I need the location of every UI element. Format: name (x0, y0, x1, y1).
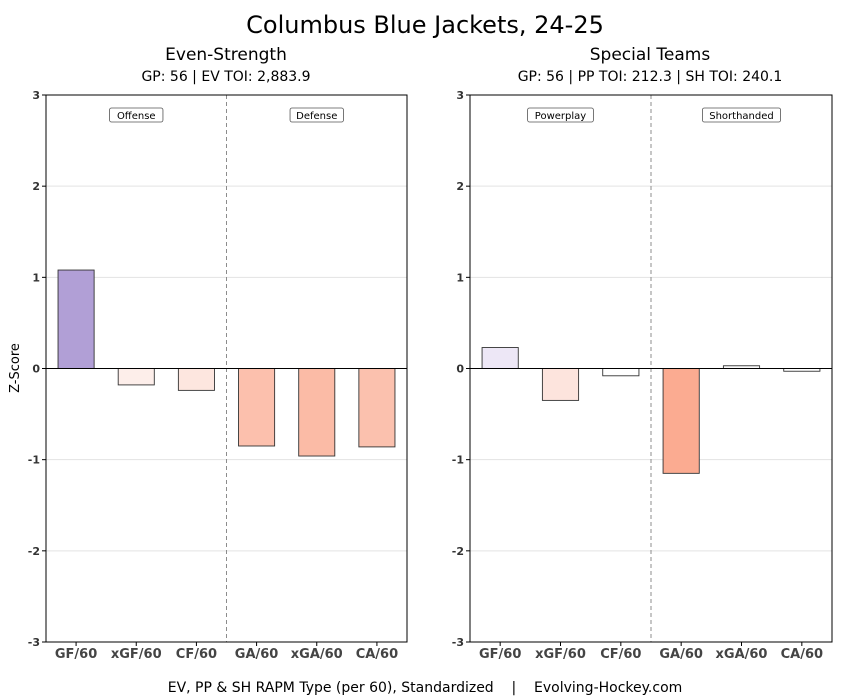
group-label-box (109, 107, 164, 123)
page-title: Columbus Blue Jackets, 24-25 (246, 11, 604, 39)
bar-ga-per-60 (662, 368, 700, 474)
bar-xgf-per-60 (117, 368, 155, 386)
y-tick-label: 3 (32, 89, 40, 102)
x-tick-label: GA/60 (235, 647, 279, 662)
y-tick-label: -1 (28, 454, 40, 467)
x-tick-label: xGA/60 (716, 647, 768, 662)
bar-cf-per-60 (602, 368, 640, 377)
y-tick-label: -3 (28, 636, 40, 649)
group-label-box (289, 107, 344, 123)
y-axis-label: Z-Score (8, 343, 23, 393)
special-teams-panel-subtitle: GP: 56 | PP TOI: 212.3 | SH TOI: 240.1 (517, 69, 783, 85)
x-tick-label: CF/60 (600, 647, 641, 662)
x-tick-label: CA/60 (356, 647, 398, 662)
even-strength-chart: -3 -2 -1 0 1 2 3 GF/60 xGF/60 CF/60 GA/60 xGA/60 CA/… (8, 89, 408, 662)
y-tick-label: -1 (452, 454, 464, 467)
y-tick-label: 2 (456, 180, 464, 193)
y-tick-label: 3 (456, 89, 464, 102)
group-label-defense: Defense (296, 111, 337, 122)
x-tick-label: xGA/60 (291, 647, 343, 662)
y-tick-label: -3 (452, 636, 464, 649)
x-tick-label: GF/60 (55, 647, 97, 662)
y-tick-label: 0 (456, 363, 464, 376)
bar-gf-per-60 (481, 347, 519, 369)
special-teams-panel-title: Special Teams (589, 45, 711, 65)
footer-separator: | (511, 680, 517, 696)
footer-method-label: EV, PP & SH RAPM Type (per 60), Standard… (167, 680, 494, 696)
x-tick-label: CA/60 (781, 647, 823, 662)
x-tick-label: GF/60 (479, 647, 521, 662)
bar-ca-per-60 (358, 368, 396, 448)
y-tick-label: 2 (32, 180, 40, 193)
group-label-offense: Offense (117, 111, 156, 122)
x-tick-label: xGF/60 (111, 647, 162, 662)
bar-ga-per-60 (238, 368, 276, 447)
chart-footer: EV, PP & SH RAPM Type (per 60), Standard… (0, 679, 850, 697)
bar-xga-per-60 (298, 368, 336, 457)
group-label-shorthanded: Shorthanded (709, 111, 774, 122)
group-label-box (702, 107, 782, 123)
bar-cf-per-60 (177, 368, 215, 391)
group-label-powerplay: Powerplay (535, 111, 586, 122)
even-strength-panel-title: Even-Strength (165, 45, 287, 65)
y-tick-label: 1 (456, 271, 464, 284)
footer-source-label: Evolving-Hockey.com (534, 680, 683, 696)
x-tick-label: CF/60 (176, 647, 217, 662)
even-strength-panel-subtitle: GP: 56 | EV TOI: 2,883.9 (141, 69, 311, 85)
bar-gf-per-60 (57, 269, 95, 369)
y-tick-label: -2 (452, 545, 464, 558)
x-tick-label: GA/60 (659, 647, 703, 662)
special-teams-chart: -3 -2 -1 0 1 2 3 GF/60 xGF/60 CF/60 GA/60 xGA/60 CA/… (452, 89, 833, 662)
bar-xgf-per-60 (541, 368, 580, 401)
x-tick-label: xGF/60 (535, 647, 586, 662)
y-tick-label: -2 (28, 545, 40, 558)
y-tick-label: 0 (32, 363, 40, 376)
y-tick-label: 1 (32, 271, 40, 284)
group-label-box (527, 107, 594, 123)
